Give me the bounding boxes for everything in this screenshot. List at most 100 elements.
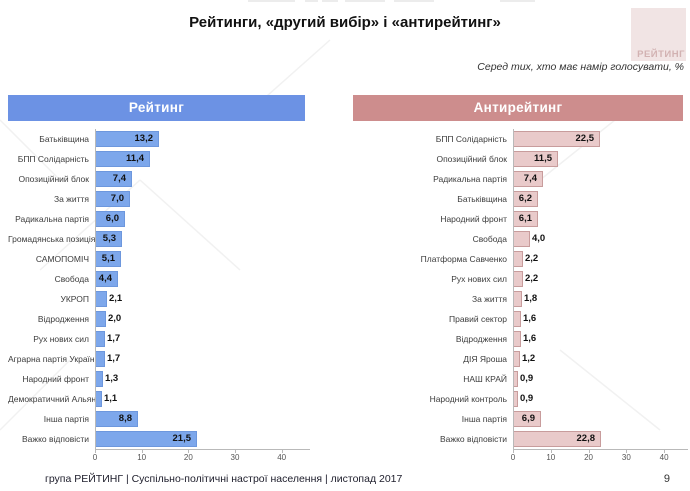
category-label: НАШ КРАЙ — [463, 374, 507, 384]
bar — [513, 311, 521, 327]
category-label: Платформа Савченко — [420, 254, 507, 264]
bar-track: 7,4 — [95, 171, 305, 187]
bar-track: 2,0 — [95, 311, 305, 327]
bar — [95, 371, 103, 387]
chart-row: Батьківщина 13,2 — [8, 129, 305, 149]
rating-chart-header: Рейтинг — [8, 95, 305, 121]
category-label: Рух нових сил — [451, 274, 507, 284]
value-label: 7,4 — [523, 173, 537, 184]
x-axis-tick — [188, 450, 190, 453]
chart-row: Свобода 4,0 — [353, 229, 683, 249]
chart-row: Важко відповісти 21,5 — [8, 429, 305, 449]
category-label: Інша партія — [461, 414, 507, 424]
chart-row: За життя 7,0 — [8, 189, 305, 209]
chart-row: Інша партія 6,9 — [353, 409, 683, 429]
value-label: 13,2 — [134, 133, 154, 144]
value-label: 6,0 — [105, 213, 119, 224]
bar-track: 6,2 — [513, 191, 683, 207]
category-label: Рух нових сил — [33, 334, 89, 344]
chart-row: Рух нових сил 1,7 — [8, 329, 305, 349]
category-label: Правий сектор — [449, 314, 507, 324]
bar-track: 4,0 — [513, 231, 683, 247]
chart-row: БПП Солідарність 11,4 — [8, 149, 305, 169]
bar-track: 6,1 — [513, 211, 683, 227]
x-axis-tick — [513, 450, 514, 453]
chart-row: Опозиційний блок 7,4 — [8, 169, 305, 189]
value-label: 2,2 — [525, 253, 539, 264]
value-label: 7,0 — [110, 193, 124, 204]
category-label: Батьківщина — [39, 134, 89, 144]
chart-row: Відродження 2,0 — [8, 309, 305, 329]
bar-track: 6,0 — [95, 211, 305, 227]
bar-track: 1,1 — [95, 391, 305, 407]
x-axis-tick — [141, 450, 143, 453]
bar-track: 2,2 — [513, 271, 683, 287]
value-label: 6,2 — [518, 193, 532, 204]
bar — [513, 251, 523, 267]
category-label: Свобода — [54, 274, 89, 284]
x-axis-tick-label: 10 — [546, 453, 556, 462]
chart-row: Свобода 4,4 — [8, 269, 305, 289]
bar-track: 21,5 — [95, 431, 305, 447]
bar-track: 8,8 — [95, 411, 305, 427]
bar — [513, 291, 522, 307]
bar — [513, 331, 521, 347]
category-label: Радикальна партія — [433, 174, 507, 184]
category-label: Демократичний Альянс — [8, 394, 101, 404]
chart-row: ДІЯ Яроша 1,2 — [353, 349, 683, 369]
bar-track: 7,4 — [513, 171, 683, 187]
value-label: 8,8 — [118, 413, 132, 424]
x-axis-tick — [626, 450, 628, 453]
chart-row: Важко відповісти 22,8 — [353, 429, 683, 449]
category-label: Народний фронт — [22, 374, 89, 384]
rating-chart-x-axis: 0 10 20 30 40 — [8, 449, 310, 463]
x-axis-line — [513, 449, 688, 450]
category-label: Народний фронт — [440, 214, 507, 224]
x-axis-tick-label: 10 — [137, 453, 147, 462]
chart-row: Опозиційний блок 11,5 — [353, 149, 683, 169]
antirating-chart: Антирейтинг БПП Солідарність 22,5 Опозицій… — [353, 95, 688, 463]
category-label: САМОПОМІЧ — [35, 254, 89, 264]
category-label: Батьківщина — [457, 194, 507, 204]
category-label: ДІЯ Яроша — [463, 354, 507, 364]
bar — [513, 351, 520, 367]
category-label: Опозиційний блок — [436, 154, 507, 164]
category-label: Інша партія — [43, 414, 89, 424]
bar-track: 4,4 — [95, 271, 305, 287]
value-label: 2,1 — [109, 293, 123, 304]
value-label: 1,6 — [523, 333, 537, 344]
chart-row: Батьківщина 6,2 — [353, 189, 683, 209]
bar-track: 7,0 — [95, 191, 305, 207]
value-label: 4,4 — [98, 273, 112, 284]
top-edge-artifact — [322, 0, 338, 2]
category-label: Громадянська позиція — [8, 234, 96, 244]
chart-row: БПП Солідарність 22,5 — [353, 129, 683, 149]
bar-track: 2,2 — [513, 251, 683, 267]
value-label: 2,0 — [108, 313, 122, 324]
x-axis-tick — [550, 450, 552, 453]
chart-subtitle: Серед тих, хто має намір голосувати, % — [477, 61, 684, 73]
chart-row: Правий сектор 1,6 — [353, 309, 683, 329]
x-axis-tick — [95, 450, 96, 453]
antirating-chart-plot: БПП Солідарність 22,5 Опозиційний блок 11,5… — [353, 129, 683, 449]
category-label: Відродження — [455, 334, 507, 344]
x-axis-tick — [664, 450, 666, 453]
value-label: 2,2 — [525, 273, 539, 284]
category-label: Радикальна партія — [15, 214, 89, 224]
x-axis-tick-label: 0 — [510, 453, 516, 462]
bar — [513, 271, 523, 287]
top-edge-artifact — [305, 0, 318, 2]
chart-row: Народний фронт 6,1 — [353, 209, 683, 229]
chart-row: Радикальна партія 6,0 — [8, 209, 305, 229]
bar-track: 11,5 — [513, 151, 683, 167]
bar-track: 2,1 — [95, 291, 305, 307]
bar-track: 1,2 — [513, 351, 683, 367]
value-label: 1,2 — [522, 353, 536, 364]
x-axis-line — [95, 449, 310, 450]
category-label: Відродження — [37, 314, 89, 324]
value-label: 0,9 — [520, 373, 534, 384]
category-label: Опозиційний блок — [18, 174, 89, 184]
slide-title: Рейтинги, «другий вибір» і «антирейтинг» — [189, 14, 501, 31]
top-edge-artifact — [500, 0, 535, 2]
